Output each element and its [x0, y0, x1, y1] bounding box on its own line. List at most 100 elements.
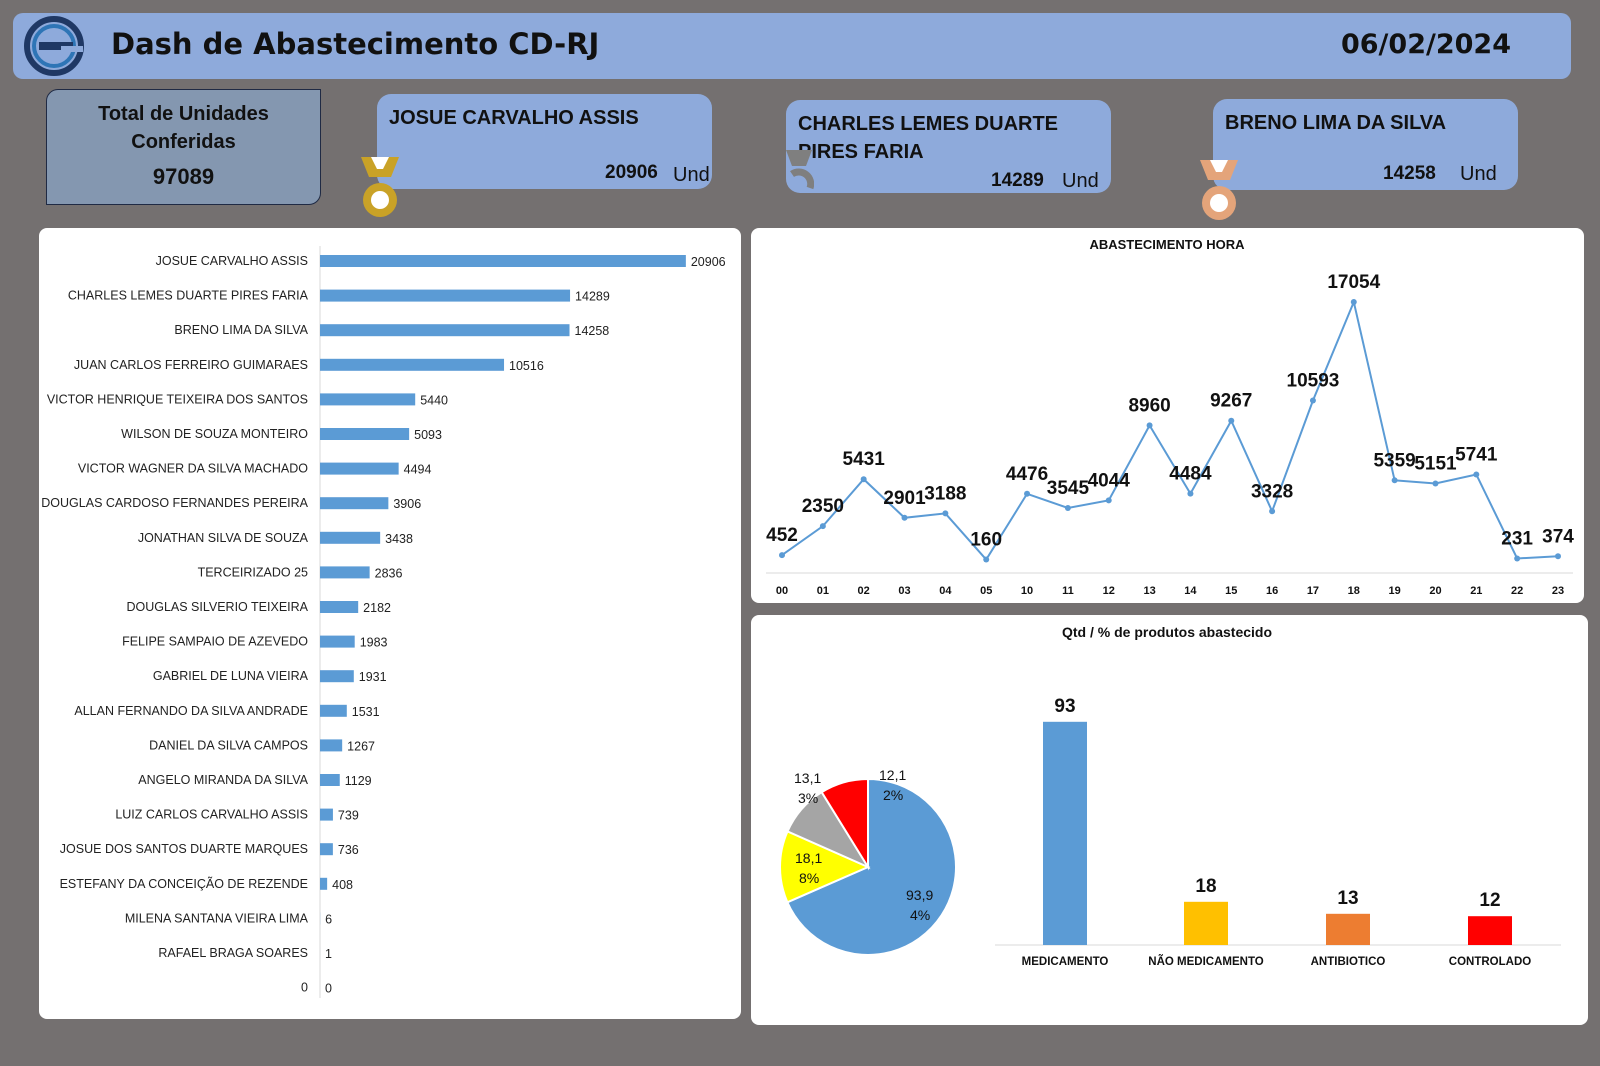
rank-second-unit: Und [1062, 170, 1099, 192]
hourly-line-chart-panel: ABASTECIMENTO HORA 452 00 2350 01 5431 02 2901… [751, 228, 1584, 603]
operator-label: JONATHAN SILVA DE SOUZA [138, 531, 309, 545]
operator-bar-value: 1 [325, 947, 332, 961]
operator-bar-chart-panel: JOSUE CARVALHO ASSIS 20906 CHARLES LEMES D… [39, 228, 741, 1019]
operator-bar [320, 462, 399, 475]
product-category-label: ANTIBIOTICO [1311, 956, 1386, 968]
operator-label: JOSUE CARVALHO ASSIS [156, 254, 308, 268]
product-column [1326, 913, 1370, 945]
hourly-value-label: 3188 [924, 483, 966, 504]
product-column [1043, 721, 1087, 945]
product-column-value: 13 [1337, 888, 1358, 909]
operator-bar [320, 531, 381, 544]
hourly-point [1350, 299, 1357, 306]
hourly-value-label: 5151 [1414, 453, 1457, 474]
operator-bar-value: 10516 [509, 359, 544, 373]
hourly-point [1555, 553, 1561, 560]
rank-third-name: BRENO LIMA DA SILVA [1225, 112, 1447, 134]
rank-card-second: CHARLES LEMES DUARTE PIRES FARIA 14289 U… [786, 100, 1111, 193]
pie-percent-label: 3% [798, 790, 818, 806]
hour-tick-label: 02 [858, 585, 870, 597]
operator-label: ANGELO MIRANDA DA SILVA [138, 773, 308, 787]
hourly-value-label: 3328 [1251, 481, 1293, 502]
product-category-label: NÃO MEDICAMENTO [1148, 955, 1263, 968]
hourly-value-label: 4484 [1169, 464, 1212, 485]
hour-tick-label: 21 [1470, 585, 1482, 597]
operator-bar [320, 808, 333, 821]
operator-bar-value: 3438 [385, 532, 413, 546]
product-chart-title: Qtd / % de produtos abastecido [1062, 624, 1272, 640]
operator-bar-value: 3906 [393, 497, 421, 511]
operator-bar [320, 428, 410, 440]
operator-label: MILENA SANTANA VIEIRA LIMA [125, 911, 309, 925]
product-chart-panel: Qtd / % de produtos abastecido 93,9 4% 18,… [751, 615, 1588, 1025]
dashboard-header: Dash de Abastecimento CD-RJ 06/02/2024 [13, 13, 1571, 79]
operator-bar-value: 1267 [347, 739, 375, 753]
operator-label: TERCEIRIZADO 25 [198, 565, 308, 579]
operator-bar [320, 877, 328, 890]
operator-bar [320, 566, 370, 579]
operator-bar [320, 635, 355, 648]
operator-label: ALLAN FERNANDO DA SILVA ANDRADE [74, 704, 308, 718]
hourly-point [1269, 508, 1276, 515]
hourly-value-label: 8960 [1128, 395, 1170, 416]
hourly-line-chart: ABASTECIMENTO HORA 452 00 2350 01 5431 02 2901… [766, 237, 1574, 597]
hour-tick-label: 00 [776, 585, 788, 597]
operator-bar-value: 1983 [360, 636, 388, 650]
company-logo-icon [24, 16, 84, 76]
pie-percent-label: 8% [799, 870, 819, 886]
operator-bar [320, 739, 343, 752]
hourly-point [1514, 555, 1521, 562]
hour-tick-label: 17 [1307, 585, 1319, 597]
hourly-value-label: 2350 [802, 496, 844, 517]
operator-label: ESTEFANY DA CONCEIÇÃO DE REZENDE [60, 877, 308, 891]
operator-label: GABRIEL DE LUNA VIEIRA [153, 669, 309, 683]
operator-bar-value: 736 [338, 843, 359, 857]
product-category-label: MEDICAMENTO [1022, 956, 1109, 968]
hourly-point [901, 514, 908, 521]
rank-card-third: BRENO LIMA DA SILVA 14258 Und [1213, 99, 1518, 190]
operator-bar-value: 14258 [575, 324, 610, 338]
hour-tick-label: 23 [1552, 585, 1564, 597]
product-column-value: 12 [1479, 890, 1500, 911]
hourly-point [983, 556, 990, 563]
operator-bar-value: 408 [332, 878, 353, 892]
rank-first-unit: Und [673, 164, 710, 186]
bronze-medal-icon [1200, 160, 1238, 220]
operator-label: DOUGLAS SILVERIO TEIXEIRA [126, 600, 308, 614]
product-category-label: CONTROLADO [1449, 956, 1531, 968]
pie-percent-label: 2% [883, 787, 903, 803]
hourly-value-label: 2901 [883, 488, 926, 509]
hourly-value-label: 4476 [1006, 464, 1048, 485]
hourly-point [942, 510, 949, 517]
operator-bar-value: 739 [338, 809, 359, 823]
operator-bar [320, 601, 359, 613]
pie-value-label: 12,1 [879, 767, 906, 783]
line-chart-title: ABASTECIMENTO HORA [1089, 237, 1245, 252]
operator-bar-value: 5093 [414, 428, 442, 442]
operator-bar [320, 324, 570, 337]
operator-label: DANIEL DA SILVA CAMPOS [149, 738, 308, 752]
product-column-value: 18 [1195, 876, 1216, 897]
hour-tick-label: 15 [1225, 585, 1237, 597]
operator-bar [320, 774, 340, 786]
operator-bar-value: 14289 [575, 290, 610, 304]
operator-bar [320, 670, 354, 683]
hourly-value-label: 3545 [1047, 478, 1090, 499]
operator-bar-value: 6 [325, 912, 332, 926]
rank-first-name: JOSUE CARVALHO ASSIS [389, 107, 639, 129]
hour-tick-label: 19 [1389, 585, 1401, 597]
report-date: 06/02/2024 [1340, 29, 1511, 60]
hourly-value-label: 5359 [1373, 450, 1415, 471]
operator-label: FELIPE SAMPAIO DE AZEVEDO [122, 635, 308, 649]
hour-tick-label: 20 [1429, 585, 1441, 597]
rank-second-name: CHARLES LEMES DUARTE PIRES FARIA [798, 113, 1059, 163]
product-column [1468, 916, 1512, 945]
total-units-card: Total de Unidades Conferidas 97089 [46, 89, 321, 205]
hourly-value-label: 10593 [1287, 371, 1340, 392]
gold-medal-icon [361, 157, 399, 217]
hourly-value-label: 17054 [1327, 272, 1380, 293]
operator-bar-value: 4494 [404, 463, 432, 477]
hourly-value-label: 5741 [1455, 444, 1498, 465]
operator-bar-chart: JOSUE CARVALHO ASSIS 20906 CHARLES LEMES D… [41, 246, 726, 998]
hour-tick-label: 04 [939, 585, 952, 597]
